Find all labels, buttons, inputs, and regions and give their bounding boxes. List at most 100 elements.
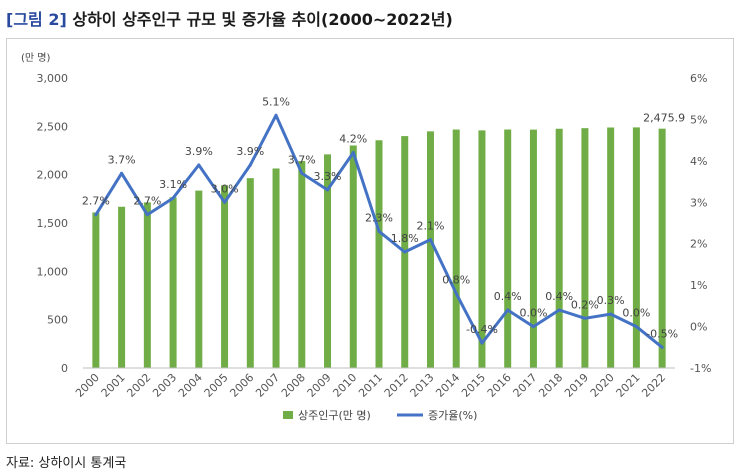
population-bar [426,131,434,368]
x-tick-label: 2010 [330,371,359,400]
growth-rate-point [480,341,484,345]
y-left-unit: (만 명) [21,52,50,64]
y-right-tick-label: 0% [690,321,707,334]
growth-rate-label: 3.3% [314,170,342,183]
x-tick-label: 2004 [176,371,205,400]
growth-rate-point [197,163,201,167]
growth-rate-label: 0.4% [545,290,573,303]
x-tick-label: 2006 [227,371,256,400]
x-tick-label: 2017 [511,371,540,400]
growth-rate-label: 5.1% [262,95,290,108]
y-right-tick-label: 6% [690,72,707,85]
growth-rate-label: 2.3% [365,211,393,224]
x-tick-label: 2011 [356,371,385,400]
y-left-tick-label: 0 [61,362,68,375]
growth-rate-point [403,250,407,254]
growth-rate-label: -0.5% [646,327,678,340]
growth-rate-point [506,308,510,312]
growth-rate-point [120,171,124,175]
growth-rate-point [454,291,458,295]
growth-rate-point [660,345,664,349]
y-left-tick-label: 1,500 [37,217,69,230]
population-bar [658,128,666,368]
growth-rate-label: 3.1% [159,178,187,191]
population-bar [632,127,640,368]
population-bar [581,128,589,368]
growth-rate-label: 3.7% [108,153,136,166]
x-tick-label: 2019 [562,371,591,400]
x-tick-label: 2015 [459,371,488,400]
y-left-tick-label: 1,000 [37,265,69,278]
growth-rate-point [326,188,330,192]
population-bar [92,212,100,368]
y-left-tick-label: 2,000 [37,169,69,182]
x-tick-label: 2013 [408,371,437,400]
growth-rate-label: 3.9% [236,145,264,158]
y-left-tick-label: 500 [47,314,68,327]
growth-rate-label: 4.2% [339,133,367,146]
growth-rate-point [377,229,381,233]
growth-rate-point [171,196,175,200]
x-tick-label: 2020 [588,371,617,400]
x-tick-label: 2000 [73,371,102,400]
y-right-tick-label: 5% [690,113,707,126]
y-right-tick-label: -1% [690,362,711,375]
population-bar [143,202,151,368]
x-tick-label: 2003 [150,371,179,400]
population-bar [195,190,203,368]
x-tick-label: 2002 [124,371,153,400]
figure-title: [그림 2] 상하이 상주인구 규모 및 증가율 추이(2000~2022년) [6,6,453,30]
population-bar [452,129,460,368]
growth-rate-label: 0.8% [442,273,470,286]
growth-rate-point [145,213,149,217]
bar-end-value-label: 2,475.9 [643,112,685,125]
legend-label-growth: 증가율(%) [428,409,477,422]
x-tick-label: 2016 [485,371,514,400]
x-tick-label: 2021 [614,371,643,400]
population-bar [555,128,563,368]
growth-rate-point [351,151,355,155]
growth-rate-label: 0.3% [597,294,625,307]
legend-label-population: 상주인구(만 명) [298,409,371,422]
chart-svg: (만 명) 0 500 1,000 1,500 2,000 2,500 3,000 -1% 0% 1… [21,52,711,422]
population-bar [272,168,280,368]
x-tick-label: 2005 [202,371,231,400]
y-left-tick-label: 3,000 [37,72,69,85]
population-bar [298,161,306,368]
population-bar [169,197,177,368]
y-left-tick-label: 2,500 [37,120,69,133]
x-tick-label: 2012 [382,371,411,400]
population-bar [221,185,229,368]
growth-rate-label: 1.8% [391,232,419,245]
y-right-tick-label: 3% [690,196,707,209]
x-tick-label: 2008 [279,371,308,400]
growth-rate-point [583,316,587,320]
population-bar [375,140,383,368]
x-tick-label: 2007 [253,371,282,400]
growth-rate-point [248,163,252,167]
population-bar [607,127,615,368]
x-tick-label: 2022 [639,371,668,400]
population-bar [529,129,537,368]
growth-rate-label: 2.7% [133,195,161,208]
population-bar [118,206,126,368]
growth-rate-point [274,113,278,117]
growth-rate-label: 3.0% [211,182,239,195]
growth-rate-label: 3.9% [185,145,213,158]
growth-rate-label: 3.7% [288,153,316,166]
growth-rate-point [223,200,227,204]
growth-rate-label: 0.0% [622,307,650,320]
growth-rate-point [428,238,432,242]
x-tick-label: 2014 [433,371,462,400]
y-right-tick-label: 4% [690,155,707,168]
legend-swatch-population [283,411,293,419]
growth-rate-point [634,325,638,329]
chart-panel: (만 명) 0 500 1,000 1,500 2,000 2,500 3,000 -1% 0% 1… [6,38,734,444]
growth-rate-label: 0.0% [519,307,547,320]
figure-tag: [그림 2] [6,10,67,29]
source-note: 자료: 상하이시 통계국 [6,456,127,471]
x-tick-label: 2001 [99,371,128,400]
population-bar [324,154,332,368]
figure-title-text: 상하이 상주인구 규모 및 증가율 추이(2000~2022년) [72,10,453,29]
y-right-tick-label: 1% [690,279,707,292]
